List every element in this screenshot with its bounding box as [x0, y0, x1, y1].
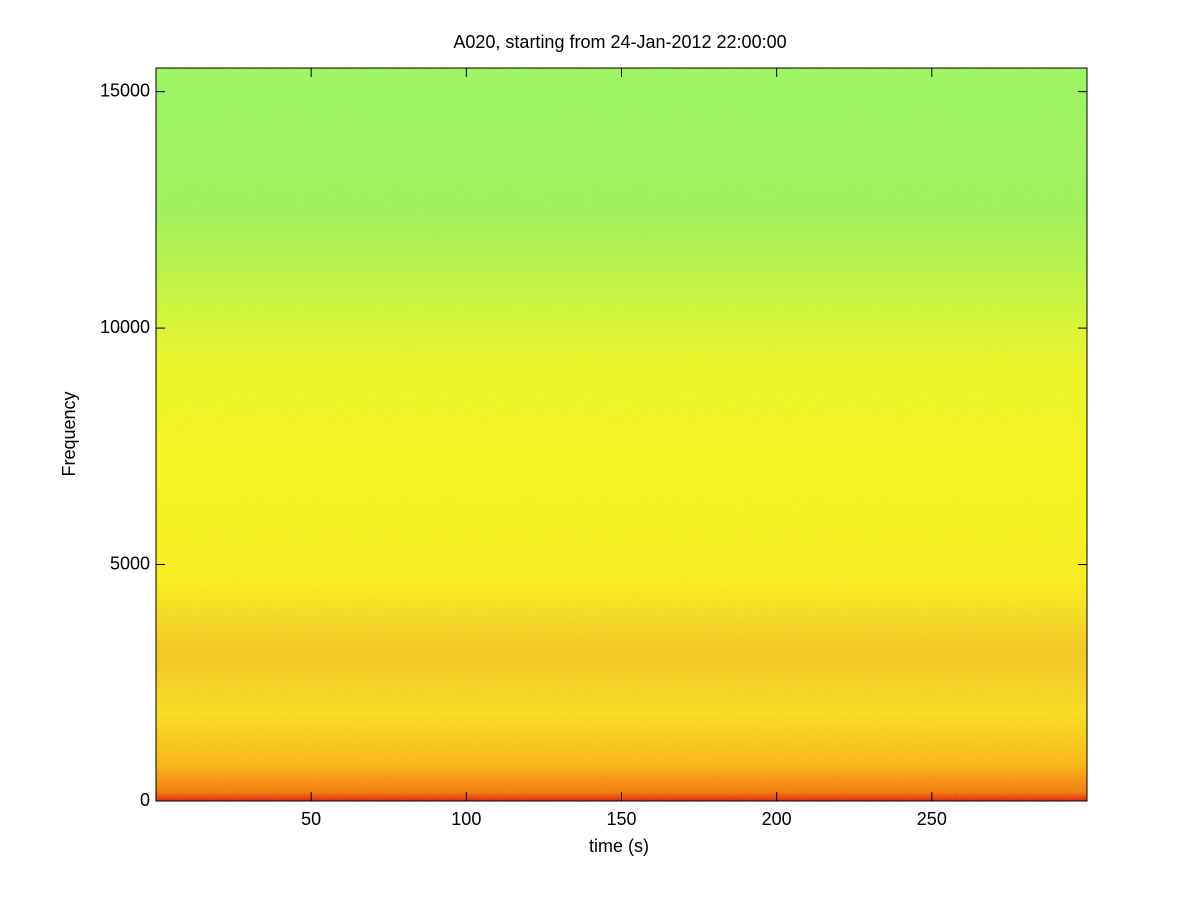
y-tick-label: 10000 [100, 317, 150, 337]
y-tick-label: 15000 [100, 80, 150, 100]
plot-area [155, 67, 1088, 802]
y-axis-label: Frequency [59, 391, 79, 476]
spectrogram-noise [156, 68, 1087, 801]
x-tick-label: 50 [301, 809, 321, 829]
x-tick-label: 100 [451, 809, 481, 829]
x-tick-label: 150 [606, 809, 636, 829]
y-tick-label: 5000 [110, 553, 150, 573]
x-tick-label: 250 [917, 809, 947, 829]
y-tick-label: 0 [140, 790, 150, 810]
x-axis-label: time (s) [589, 836, 649, 856]
chart-title: A020, starting from 24-Jan-2012 22:00:00 [453, 32, 786, 52]
x-tick-label: 200 [762, 809, 792, 829]
